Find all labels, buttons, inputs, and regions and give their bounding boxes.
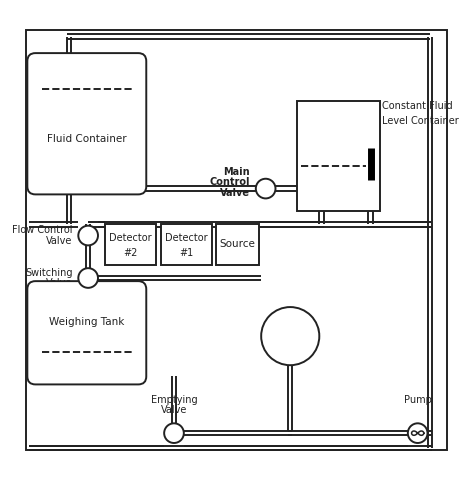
Text: Valve: Valve <box>46 278 73 288</box>
Bar <box>297 101 380 211</box>
Text: Detector: Detector <box>109 233 152 243</box>
Circle shape <box>261 307 319 365</box>
Bar <box>217 224 259 264</box>
FancyBboxPatch shape <box>27 53 146 194</box>
Bar <box>105 224 156 264</box>
FancyBboxPatch shape <box>27 281 146 384</box>
Text: Container: Container <box>268 338 312 348</box>
Text: #1: #1 <box>179 248 193 258</box>
Circle shape <box>408 423 428 443</box>
Text: Level Container: Level Container <box>382 116 459 126</box>
Text: #2: #2 <box>123 248 137 258</box>
Text: Source: Source <box>220 240 255 250</box>
Text: Recirculation: Recirculation <box>261 325 320 334</box>
Circle shape <box>164 423 184 443</box>
Text: Detector: Detector <box>165 233 208 243</box>
Text: Valve: Valve <box>220 188 250 198</box>
Text: Constant Fluid: Constant Fluid <box>382 101 453 111</box>
Text: Pump: Pump <box>404 395 432 405</box>
Circle shape <box>78 268 98 288</box>
Text: Main: Main <box>223 168 250 178</box>
Text: Fluid Container: Fluid Container <box>47 134 127 144</box>
Text: Valve: Valve <box>161 405 187 415</box>
Text: Emptying: Emptying <box>151 395 197 405</box>
Text: Valve: Valve <box>46 236 73 246</box>
Text: Flow Control: Flow Control <box>12 225 73 235</box>
Text: Weighing Tank: Weighing Tank <box>49 317 125 327</box>
Circle shape <box>256 179 275 198</box>
Text: Control: Control <box>210 177 250 187</box>
Text: Switching: Switching <box>25 268 73 277</box>
Bar <box>161 224 212 264</box>
Circle shape <box>78 226 98 245</box>
